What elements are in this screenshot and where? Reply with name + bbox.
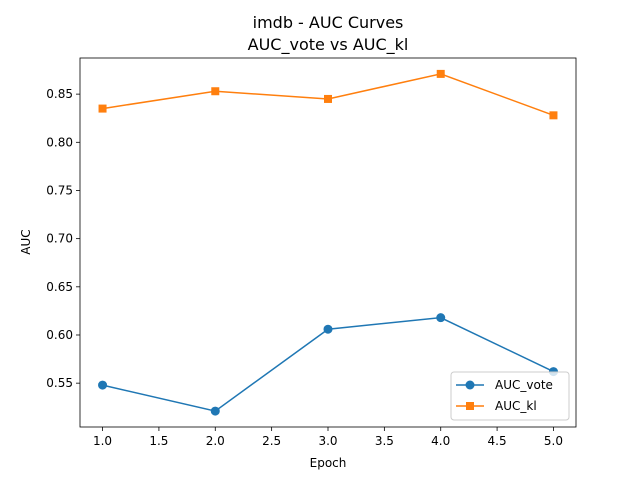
data-point-auc-kl bbox=[324, 94, 332, 103]
data-point-auc-vote bbox=[210, 406, 220, 416]
x-tick-label: 4.0 bbox=[431, 434, 450, 448]
legend-marker-auc-vote bbox=[465, 380, 475, 390]
y-tick-label: 0.55 bbox=[46, 376, 73, 390]
legend: AUC_vote AUC_kl bbox=[450, 371, 570, 421]
y-axis-label: AUC bbox=[19, 229, 33, 254]
y-tick-label: 0.70 bbox=[46, 232, 73, 246]
x-tick-label: 1.0 bbox=[93, 434, 112, 448]
x-tick-label: 3.5 bbox=[375, 434, 394, 448]
chart-subtitle: AUC_vote vs AUC_kl bbox=[248, 35, 409, 55]
y-tick-label: 0.65 bbox=[46, 280, 73, 294]
data-point-auc-vote bbox=[436, 313, 446, 323]
legend-label-auc-vote: AUC_vote bbox=[495, 378, 553, 392]
data-point-auc-kl bbox=[98, 104, 107, 113]
legend-box bbox=[450, 371, 570, 421]
x-tick-label: 2.5 bbox=[262, 434, 281, 448]
data-point-auc-kl bbox=[549, 111, 558, 120]
data-point-auc-kl bbox=[211, 87, 220, 96]
legend-label-auc-kl: AUC_kl bbox=[495, 399, 537, 413]
data-point-auc-vote bbox=[323, 324, 333, 334]
data-point-auc-vote bbox=[98, 380, 108, 390]
y-tick-label: 0.60 bbox=[46, 328, 73, 342]
series-line-auc-kl bbox=[102, 73, 554, 117]
series-layer bbox=[98, 69, 558, 416]
x-tick-label: 3.0 bbox=[318, 434, 337, 448]
x-axis-ticks: 1.0 1.5 2.0 2.5 3.0 3.5 4.0 4.5 5.0 bbox=[93, 427, 563, 448]
data-point-auc-kl bbox=[436, 69, 445, 78]
y-tick-label: 0.75 bbox=[46, 183, 73, 197]
y-tick-label: 0.80 bbox=[46, 135, 73, 149]
x-tick-label: 5.0 bbox=[544, 434, 563, 448]
y-axis-ticks: 0.55 0.60 0.65 0.70 0.75 0.80 0.85 bbox=[46, 87, 80, 390]
x-tick-label: 4.5 bbox=[488, 434, 507, 448]
chart-title: imdb - AUC Curves bbox=[253, 13, 404, 32]
x-axis-label: Epoch bbox=[310, 456, 347, 470]
x-tick-label: 1.5 bbox=[149, 434, 168, 448]
x-tick-label: 2.0 bbox=[206, 434, 225, 448]
y-tick-label: 0.85 bbox=[46, 87, 73, 101]
legend-marker-auc-kl bbox=[466, 402, 474, 410]
plot-frame bbox=[79, 57, 577, 428]
